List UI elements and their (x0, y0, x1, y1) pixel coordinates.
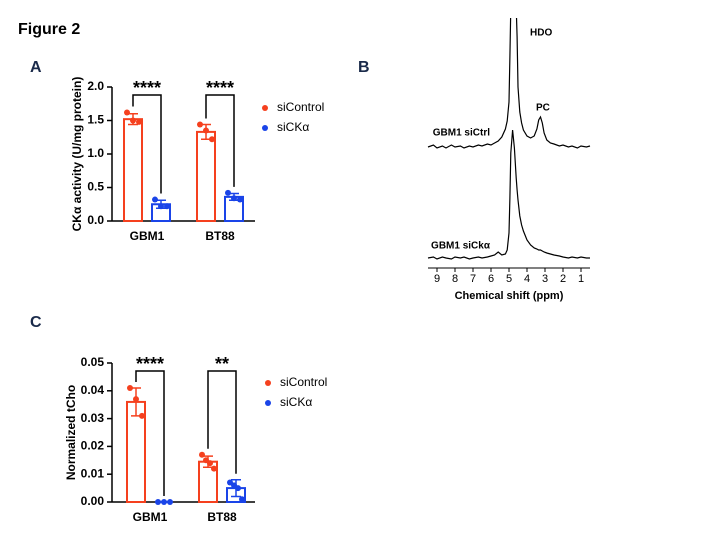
x-tick-label: 8 (452, 273, 458, 285)
significance-bracket (135, 370, 165, 496)
series-label: GBM1 siCkα (431, 241, 491, 252)
data-point (231, 195, 237, 202)
annotation: HDO (530, 28, 552, 39)
data-point (161, 499, 167, 505)
data-point (158, 203, 164, 210)
data-point (127, 385, 133, 392)
data-point (237, 196, 243, 203)
significance-bracket (132, 94, 162, 194)
x-tick-label: BT88 (207, 510, 237, 524)
data-point (203, 127, 209, 134)
data-point (155, 499, 161, 505)
y-tick-label: 0.5 (87, 180, 104, 194)
data-point (133, 396, 139, 403)
x-tick-label: 5 (506, 273, 512, 285)
x-tick-label: 4 (524, 273, 530, 285)
y-tick-label: 1.5 (87, 113, 104, 127)
data-point (239, 496, 245, 503)
x-tick-label: 7 (470, 273, 476, 285)
y-tick-label: 1.0 (87, 146, 104, 160)
y-tick-label: 0.02 (81, 439, 105, 453)
spectrum-line (427, 129, 590, 260)
y-axis-label: CKα activity (U/mg protein) (70, 77, 84, 232)
data-point (199, 451, 205, 458)
bar (123, 118, 143, 222)
x-tick-label: 3 (542, 273, 548, 285)
legend-label: siControl (280, 375, 327, 389)
data-point (209, 136, 215, 143)
data-point (136, 118, 142, 125)
panel-label: C (30, 314, 42, 331)
series-label: GBM1 siCtrl (433, 128, 490, 139)
x-tick-label: 2 (560, 273, 566, 285)
significance-label: **** (206, 78, 234, 98)
x-tick-label: 6 (488, 273, 494, 285)
y-tick-label: 0.04 (81, 383, 105, 397)
panel-label: A (30, 59, 42, 76)
y-tick-label: 0.0 (87, 213, 104, 227)
data-point (207, 460, 213, 467)
panel-label: B (358, 59, 370, 76)
x-tick-label: 9 (434, 273, 440, 285)
y-tick-label: 0.00 (81, 494, 105, 508)
y-tick-label: 2.0 (87, 79, 104, 93)
significance-bracket (205, 94, 235, 187)
figure-title: Figure 2 (18, 21, 80, 38)
significance-label: **** (133, 78, 161, 98)
x-tick-label: GBM1 (130, 229, 165, 243)
x-axis-label: Chemical shift (ppm) (455, 290, 564, 302)
bar (196, 130, 216, 222)
legend-label: siCKα (277, 120, 309, 134)
annotation: PC (536, 103, 550, 114)
y-axis-label: Normalized tCho (64, 385, 78, 480)
legend-marker (265, 400, 271, 406)
y-tick-label: 0.01 (81, 466, 105, 480)
data-point (167, 499, 173, 505)
data-point (130, 117, 136, 124)
x-tick-label: BT88 (205, 229, 235, 243)
data-point (139, 412, 145, 419)
y-tick-label: 0.05 (81, 355, 105, 369)
legend-label: siControl (277, 100, 324, 114)
significance-bracket (207, 370, 237, 474)
legend-label: siCKα (280, 395, 312, 409)
data-point (235, 485, 241, 492)
x-tick-label: GBM1 (133, 510, 168, 524)
significance-label: ** (215, 354, 229, 374)
data-point (164, 203, 170, 210)
legend-marker (262, 125, 268, 131)
data-point (124, 109, 130, 116)
data-point (211, 465, 217, 472)
x-tick-label: 1 (578, 273, 584, 285)
y-tick-label: 0.03 (81, 411, 105, 425)
spectrum-line (427, 18, 591, 149)
legend-marker (265, 380, 271, 386)
data-point (225, 189, 231, 196)
significance-label: **** (136, 354, 164, 374)
data-point (152, 196, 158, 203)
legend-marker (262, 105, 268, 111)
data-point (197, 121, 203, 128)
